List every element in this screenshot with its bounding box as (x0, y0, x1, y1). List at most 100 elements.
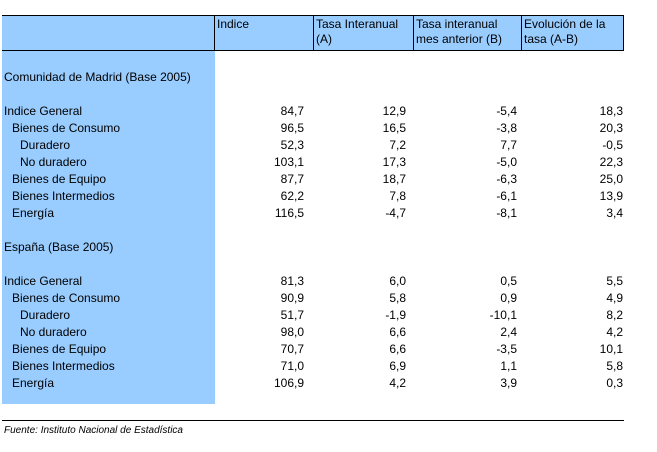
cell-tasa-mes-anterior: -6,3 (496, 172, 517, 186)
table-row: Bienes de Consumo 90,9 5,8 0,9 4,9 (0, 290, 630, 307)
cell-tasa-mes-anterior: -8,1 (496, 206, 517, 220)
header-tasa-mes-anterior-line2: mes anterior (B) (416, 32, 503, 46)
table-row: Indice General 84,7 12,9 -5,4 18,3 (0, 103, 630, 120)
cell-indice: 96,5 (280, 121, 304, 135)
cell-evolucion: 22,3 (599, 155, 623, 169)
cell-tasa-interanual: -4,7 (385, 206, 406, 220)
cell-indice: 52,3 (280, 138, 304, 152)
cell-tasa-mes-anterior: 1,1 (500, 359, 517, 373)
header-tasa-interanual-line1: Tasa Interanual (316, 17, 399, 31)
header-evolucion-line1: Evolución de la (524, 17, 606, 31)
cell-indice: 116,5 (274, 206, 304, 220)
footer-divider (2, 420, 624, 421)
row-label: Indice General (4, 104, 83, 118)
cell-tasa-mes-anterior: -3,8 (496, 121, 517, 135)
row-label: Energía (12, 376, 55, 390)
cell-tasa-interanual: -1,9 (385, 308, 406, 322)
section-title-espana: España (Base 2005) (4, 240, 114, 254)
cell-tasa-interanual: 6,0 (389, 274, 406, 288)
cell-tasa-interanual: 5,8 (389, 291, 406, 305)
cell-tasa-interanual: 7,8 (389, 189, 406, 203)
cell-evolucion: 0,3 (606, 376, 623, 390)
row-label: Duradero (20, 308, 71, 322)
cell-evolucion: 3,4 (606, 206, 623, 220)
source-note: Fuente: Instituto Nacional de Estadístic… (4, 425, 183, 436)
cell-tasa-interanual: 6,9 (389, 359, 406, 373)
cell-tasa-mes-anterior: -6,1 (496, 189, 517, 203)
cell-evolucion: 10,1 (599, 342, 623, 356)
row-label: Bienes de Equipo (12, 342, 107, 356)
cell-tasa-mes-anterior: 0,5 (500, 274, 517, 288)
cell-tasa-mes-anterior: -5,0 (496, 155, 517, 169)
cell-indice: 62,2 (280, 189, 304, 203)
cell-indice: 98,0 (280, 325, 304, 339)
table-row: Bienes Intermedios 71,0 6,9 1,1 5,8 (0, 358, 630, 375)
cell-tasa-mes-anterior: 7,7 (500, 138, 517, 152)
cell-tasa-interanual: 4,2 (389, 376, 406, 390)
table-row: Duradero 52,3 7,2 7,7 -0,5 (0, 137, 630, 154)
cell-tasa-mes-anterior: -5,4 (496, 104, 517, 118)
cell-tasa-mes-anterior: -10,1 (489, 308, 517, 322)
header-tasa-mes-anterior-line1: Tasa interanual (416, 17, 498, 31)
cell-indice: 51,7 (280, 308, 304, 322)
table-row: Energía 106,9 4,2 3,9 0,3 (0, 375, 630, 392)
cell-tasa-interanual: 18,7 (382, 172, 406, 186)
header-indice-label: Indice (217, 17, 250, 31)
cell-indice: 106,9 (273, 376, 304, 390)
header-tasa-interanual-line2: (A) (316, 32, 332, 46)
cell-indice: 87,7 (280, 172, 304, 186)
row-label: No duradero (20, 325, 87, 339)
cell-evolucion: 4,9 (606, 291, 623, 305)
row-label: Bienes de Equipo (12, 172, 107, 186)
cell-evolucion: 25,0 (599, 172, 623, 186)
header-evolucion-line2: tasa (A-B) (524, 32, 579, 46)
cell-evolucion: 5,5 (606, 274, 623, 288)
cell-tasa-interanual: 7,2 (389, 138, 406, 152)
cell-tasa-interanual: 6,6 (389, 325, 406, 339)
cell-evolucion: 8,2 (606, 308, 623, 322)
cell-evolucion: 18,3 (599, 104, 623, 118)
header-evolucion: Evolución de la tasa (A-B) (521, 15, 624, 51)
row-label: Bienes Intermedios (12, 359, 115, 373)
row-label: Indice General (4, 274, 83, 288)
cell-indice: 84,7 (280, 104, 304, 118)
table-row: Indice General 81,3 6,0 0,5 5,5 (0, 273, 630, 290)
cell-tasa-mes-anterior: 2,4 (500, 325, 517, 339)
cell-evolucion: 13,9 (599, 189, 623, 203)
row-label: Bienes Intermedios (12, 189, 115, 203)
table-row: Energía 116,5 -4,7 -8,1 3,4 (0, 205, 630, 222)
cell-tasa-interanual: 6,6 (389, 342, 406, 356)
header-indice: Indice (214, 15, 314, 51)
cell-tasa-interanual: 12,9 (382, 104, 406, 118)
row-label: Energía (12, 206, 55, 220)
cell-tasa-interanual: 16,5 (382, 121, 406, 135)
header-tasa-interanual: Tasa Interanual (A) (313, 15, 413, 51)
section-title-madrid: Comunidad de Madrid (Base 2005) (4, 70, 191, 84)
cell-tasa-mes-anterior: 3,9 (500, 376, 517, 390)
row-label: Duradero (20, 138, 71, 152)
label-column-background (2, 51, 215, 404)
cell-tasa-interanual: 17,3 (382, 155, 406, 169)
table-row: Bienes de Equipo 70,7 6,6 -3,5 10,1 (0, 341, 630, 358)
table-row: No duradero 98,0 6,6 2,4 4,2 (0, 324, 630, 341)
cell-evolucion: 5,8 (606, 359, 623, 373)
table-row: Bienes Intermedios 62,2 7,8 -6,1 13,9 (0, 188, 630, 205)
table-row: Bienes de Equipo 87,7 18,7 -6,3 25,0 (0, 171, 630, 188)
cell-indice: 81,3 (280, 274, 304, 288)
row-label: No duradero (20, 155, 87, 169)
header-tasa-mes-anterior: Tasa interanual mes anterior (B) (413, 15, 522, 51)
cell-indice: 90,9 (280, 291, 304, 305)
table-row: No duradero 103,1 17,3 -5,0 22,3 (0, 154, 630, 171)
cell-evolucion: 20,3 (599, 121, 623, 135)
row-label: Bienes de Consumo (12, 291, 121, 305)
cell-evolucion: -0,5 (602, 138, 623, 152)
table-row: Bienes de Consumo 96,5 16,5 -3,8 20,3 (0, 120, 630, 137)
cell-evolucion: 4,2 (606, 325, 623, 339)
row-label: Bienes de Consumo (12, 121, 121, 135)
cell-tasa-mes-anterior: -3,5 (496, 342, 517, 356)
table-row: Duradero 51,7 -1,9 -10,1 8,2 (0, 307, 630, 324)
cell-indice: 70,7 (280, 342, 304, 356)
cell-indice: 71,0 (280, 359, 304, 373)
cell-indice: 103,1 (273, 155, 304, 169)
cell-tasa-mes-anterior: 0,9 (500, 291, 517, 305)
